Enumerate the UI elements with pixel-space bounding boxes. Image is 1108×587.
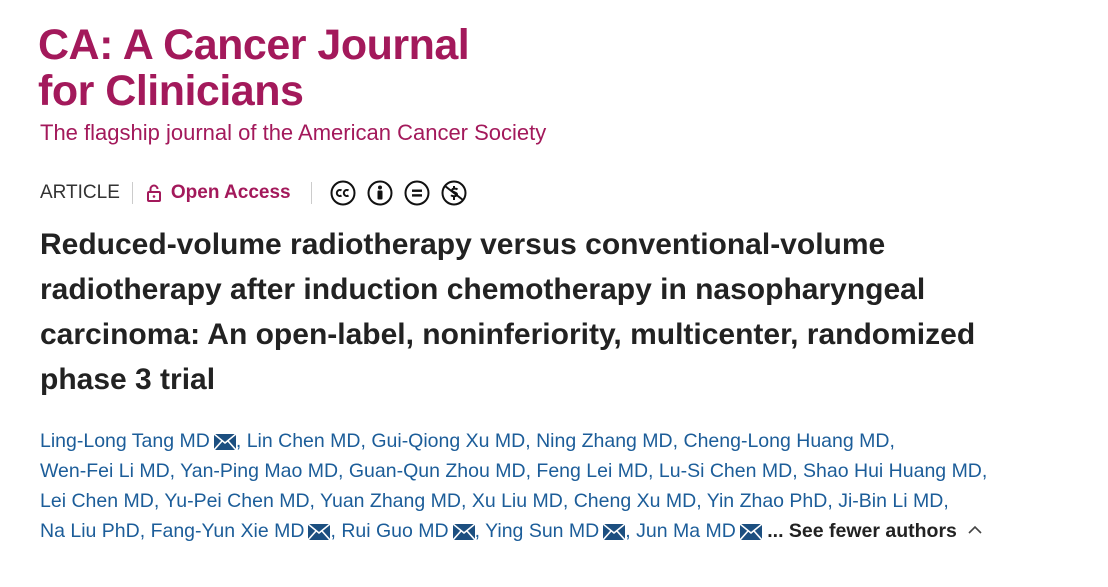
open-access[interactable]: Open Access [133, 182, 312, 204]
email-icon[interactable] [307, 523, 332, 541]
author-name[interactable]: Cheng-Long Huang MD [683, 430, 890, 452]
journal-line: CA: A Cancer Journal [38, 21, 470, 69]
email-icon[interactable] [213, 433, 237, 451]
author-name[interactable]: Gui-Qiong Xu MD [371, 430, 526, 452]
separator: , [330, 520, 336, 542]
separator: , [889, 430, 895, 452]
author: Lin Chen MD, [247, 430, 366, 452]
author: Fang-Yun Xie MD, [151, 520, 336, 542]
journal-title[interactable]: CA: A Cancer Journal for Clinicians [38, 21, 470, 115]
nc-icon [441, 180, 467, 206]
author: Wen-Fei Li MD, [40, 460, 175, 482]
cc-icon [330, 180, 356, 206]
separator: , [696, 490, 702, 512]
author-name[interactable]: Cheng Xu MD [573, 490, 697, 512]
email-icon[interactable] [602, 523, 626, 541]
separator: , [792, 460, 798, 482]
separator: , [338, 460, 344, 482]
separator: , [625, 520, 631, 542]
separator: , [562, 490, 569, 512]
toggle-label: ... See fewer authors [767, 520, 957, 542]
see-fewer-toggle[interactable]: ... See fewer authors [767, 520, 985, 542]
nd-icon [404, 180, 430, 206]
author-name[interactable]: Jun Ma MD [636, 520, 736, 542]
separator: , [153, 490, 160, 512]
author-list: Ling-Long Tang MD, Lin Chen MD, Gui-Qion… [40, 426, 1000, 546]
author: Ying Sun MD, [485, 520, 631, 542]
author: Yuan Zhang MD, [320, 490, 466, 512]
author-name[interactable]: Wen-Fei Li MD [40, 460, 170, 482]
separator: , [525, 460, 531, 482]
author-name[interactable]: Lin Chen MD [246, 430, 361, 452]
author: Ning Zhang MD, [536, 430, 678, 452]
author-name[interactable]: Xu Liu MD [471, 490, 563, 512]
access-label: Open Access [170, 182, 291, 203]
separator: , [235, 430, 242, 452]
email-icon[interactable] [739, 523, 763, 541]
author: Gui-Qiong Xu MD, [371, 430, 530, 452]
author: Lu-Si Chen MD, [659, 460, 798, 482]
separator: , [474, 520, 481, 542]
author-name[interactable]: Ying Sun MD [485, 520, 600, 542]
author-name[interactable]: Na Liu PhD [40, 520, 140, 542]
meta-row: ARTICLE Open Access [40, 178, 467, 208]
separator: , [139, 520, 146, 542]
separator: , [169, 460, 176, 482]
author: Na Liu PhD, [40, 520, 145, 542]
author: Ji-Bin Li MD, [838, 490, 949, 512]
separator: , [525, 430, 531, 452]
author-name[interactable]: Yin Zhao PhD [706, 490, 828, 512]
author-name[interactable]: Guan-Qun Zhou MD [348, 460, 526, 482]
author-name[interactable]: Yan-Ping Mao MD [180, 460, 339, 482]
article-type: ARTICLE [40, 182, 133, 204]
author: Jun Ma MD [636, 520, 763, 542]
separator: , [360, 430, 366, 452]
author: Yu-Pei Chen MD, [164, 490, 315, 512]
separator: , [460, 490, 467, 512]
author: Cheng Xu MD, [574, 490, 702, 512]
author-name[interactable]: Lei Chen MD [40, 490, 154, 512]
author: Ling-Long Tang MD, [40, 430, 241, 452]
author: Feng Lei MD, [536, 460, 653, 482]
email-icon[interactable] [451, 523, 476, 541]
author: Lei Chen MD, [40, 490, 159, 512]
tagline: The flagship journal of the American Can… [40, 120, 547, 145]
author: Yan-Ping Mao MD, [180, 460, 343, 482]
separator: , [943, 490, 949, 512]
journal-line: for Clinicians [38, 67, 304, 115]
license-icons[interactable] [312, 180, 467, 206]
lock-icon [146, 184, 161, 202]
author-name[interactable]: Feng Lei MD [536, 460, 649, 482]
author-name[interactable]: Lu-Si Chen MD [658, 460, 793, 482]
author-name[interactable]: Ji-Bin Li MD [838, 490, 944, 512]
author-name[interactable]: Yuan Zhang MD [320, 490, 461, 512]
separator: , [309, 490, 315, 512]
author: Shao Hui Huang MD, [803, 460, 987, 482]
separator: , [672, 430, 679, 452]
author: Rui Guo MD, [341, 520, 480, 542]
author: Cheng-Long Huang MD, [683, 430, 894, 452]
separator: , [981, 460, 988, 482]
chevron-up [968, 525, 982, 534]
author: Xu Liu MD, [472, 490, 568, 512]
author-name[interactable]: Yu-Pei Chen MD [164, 490, 310, 512]
author-name[interactable]: Ning Zhang MD [536, 430, 673, 452]
author: Yin Zhao PhD, [707, 490, 833, 512]
author-name[interactable]: Shao Hui Huang MD [803, 460, 982, 482]
author-name[interactable]: Ling-Long Tang MD [40, 430, 210, 452]
separator: , [827, 490, 833, 512]
author: Guan-Qun Zhou MD, [349, 460, 531, 482]
separator: , [648, 460, 654, 482]
article-title: Reduced-volume radiotherapy versus conve… [40, 228, 976, 396]
by-icon [367, 180, 393, 206]
author-name[interactable]: Rui Guo MD [341, 520, 449, 542]
author-name[interactable]: Fang-Yun Xie MD [150, 520, 305, 542]
